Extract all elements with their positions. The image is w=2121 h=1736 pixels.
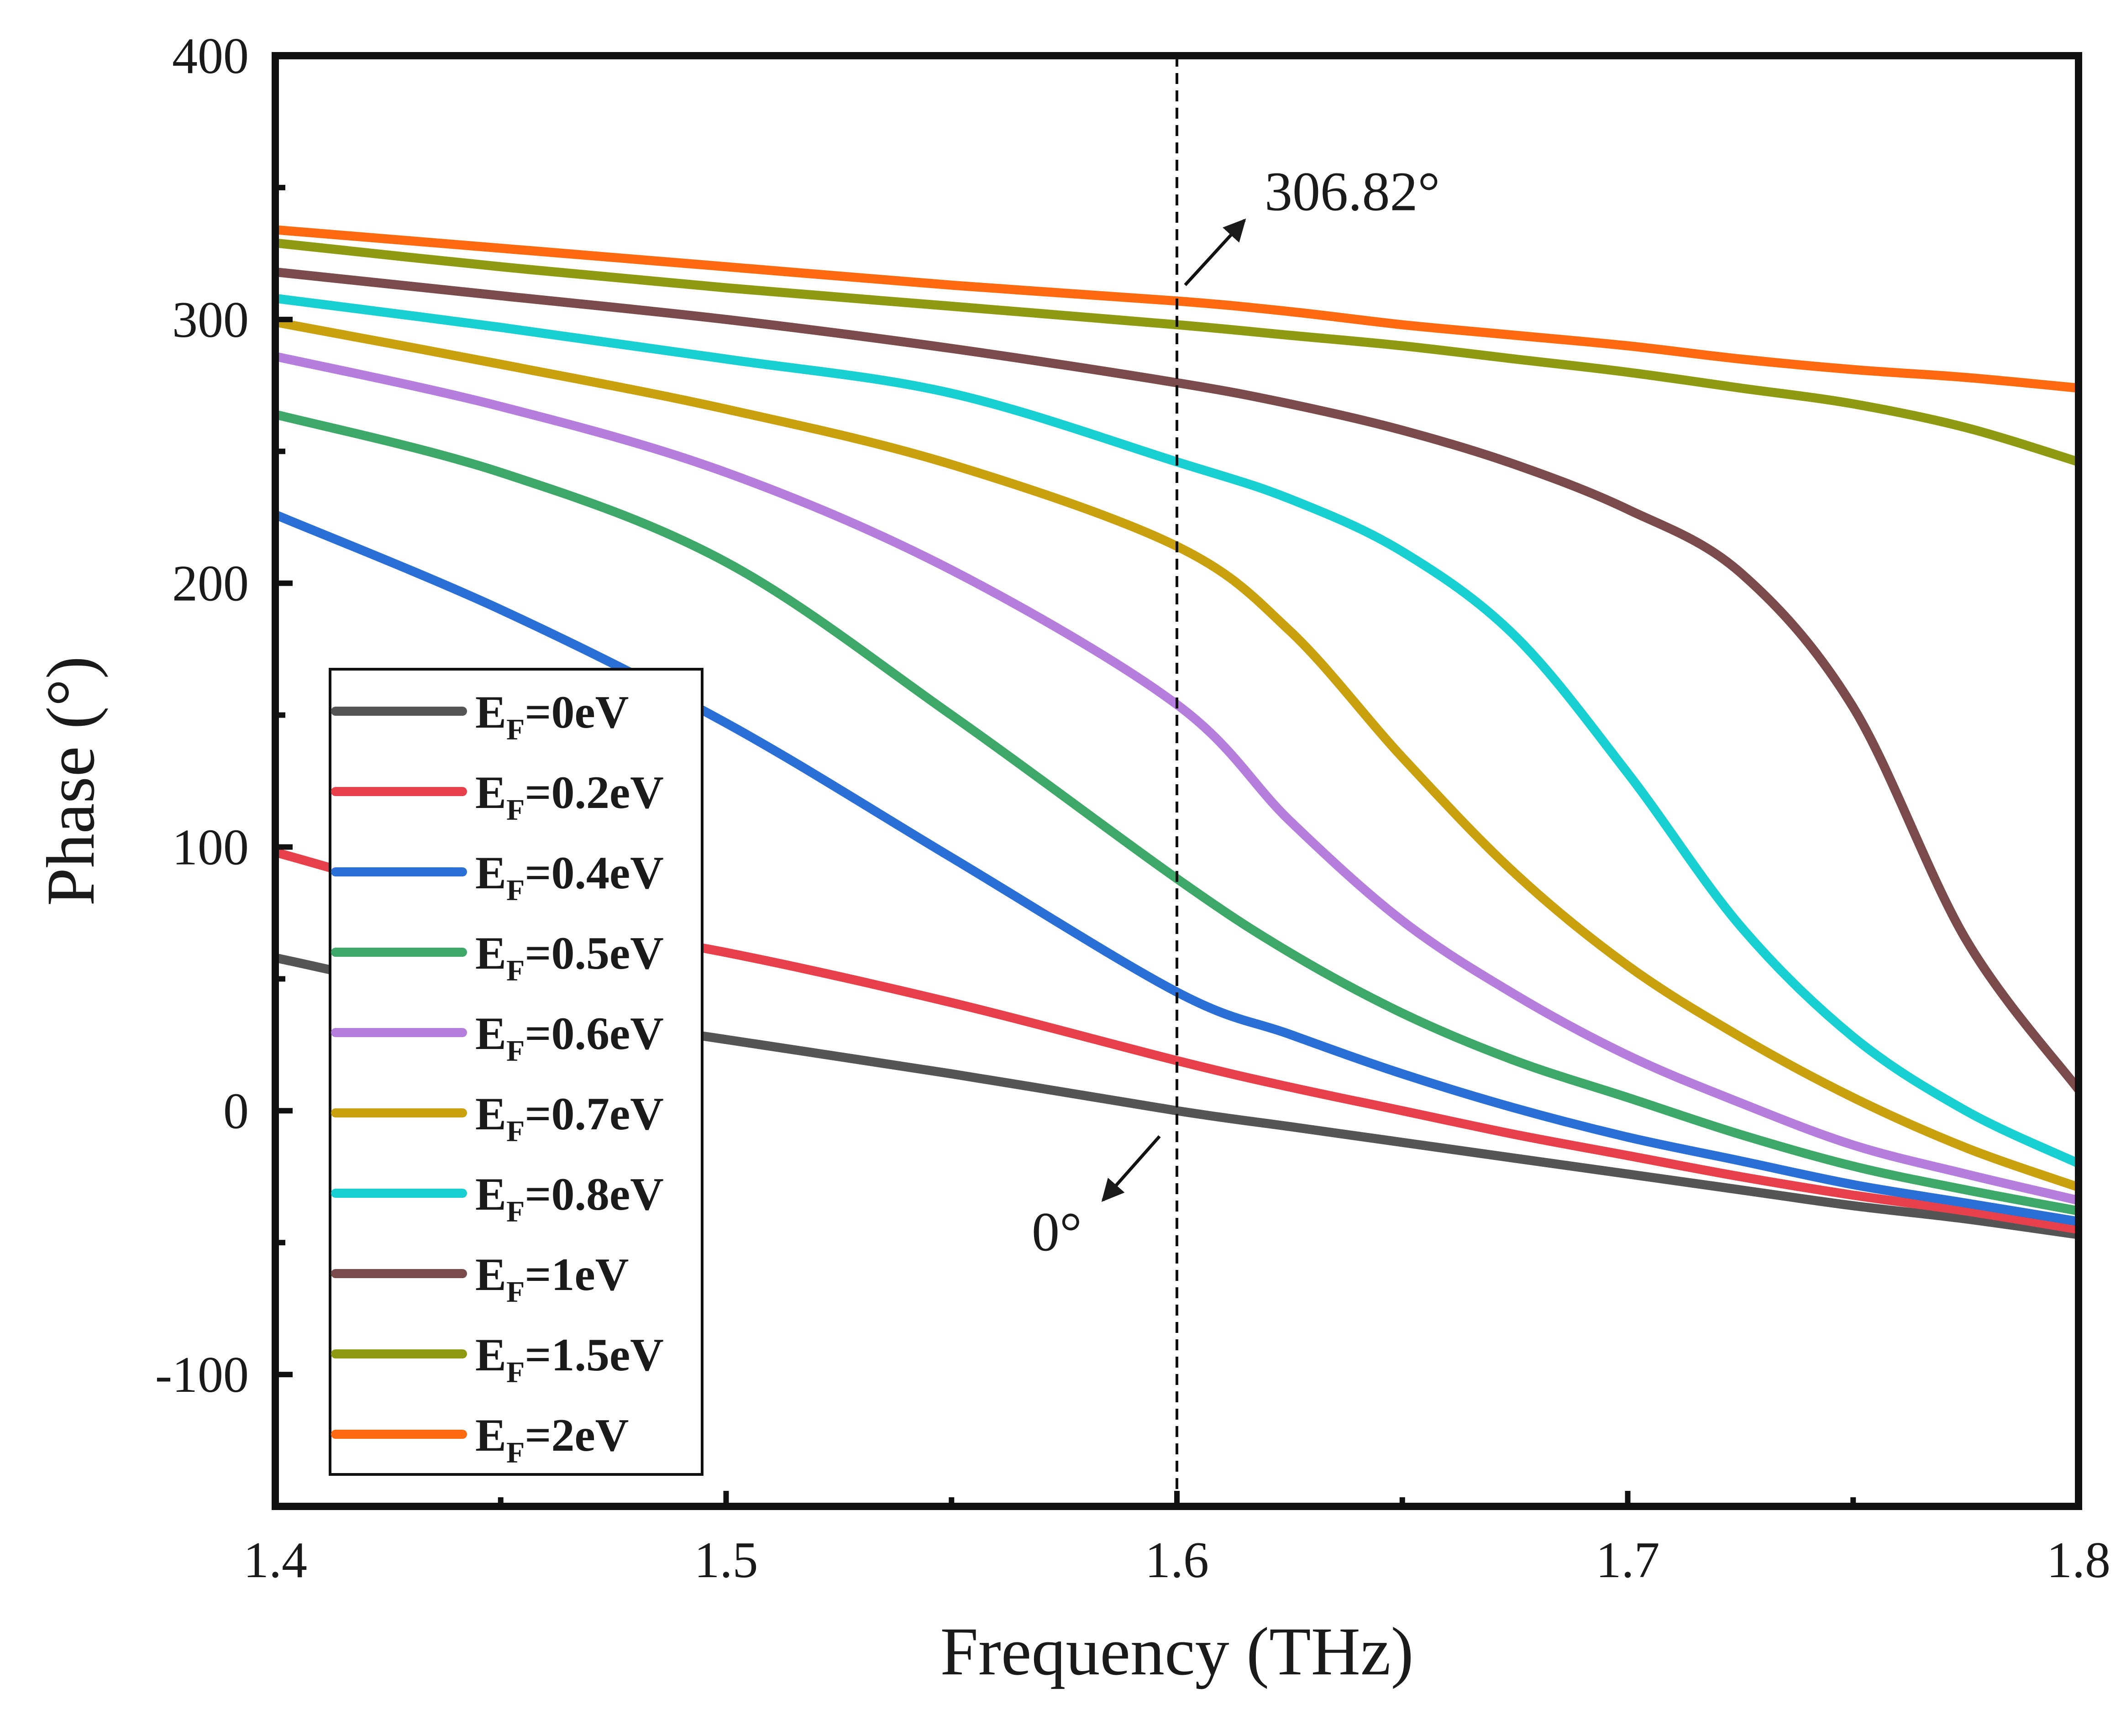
series-line-9 [275,225,2079,393]
annotation-label-0: 0° [1032,1201,1082,1263]
legend-label-9: EF=2eV [475,1410,629,1469]
x-tick-label: 1.5 [694,1532,758,1589]
y-tick-label: 200 [172,556,249,612]
annotation-label-306: 306.82° [1265,161,1440,222]
legend-label-8: EF=1.5eV [475,1329,664,1389]
y-tick-label: 0 [223,1083,249,1139]
legend-label-4: EF=0.6eV [475,1008,664,1068]
x-tick-label: 1.7 [1596,1532,1660,1589]
y-tick-label: 400 [172,28,249,84]
annotation-arrow-up [1184,218,1246,286]
legend-label-1: EF=0.2eV [475,767,664,827]
y-axis-title: Phase (°) [33,656,109,906]
x-tick-label: 1.6 [1145,1532,1209,1589]
y-tick-label: 300 [172,292,249,348]
x-tick-label: 1.8 [2047,1532,2110,1589]
annotation-arrow-down [1101,1135,1161,1202]
series-line-6 [275,294,2079,1168]
legend-label-6: EF=0.8eV [475,1169,664,1228]
legend-label-7: EF=1eV [475,1249,629,1309]
legend: EF=0eV EF=0.2eV EF=0.4eV EF=0.5eV EF=0.6eV EF… [329,668,704,1476]
series-line-5 [275,317,2079,1192]
series-line-4 [275,351,2079,1205]
x-axis-title: Frequency (THz) [940,1614,1413,1689]
legend-label-5: EF=0.7eV [475,1088,664,1148]
series-line-7 [275,267,2079,1094]
ticks-layer: 1.4 1.5 1.6 1.7 1.8 -100 0 100 200 300 400 [155,28,2110,1589]
y-tick-label: -100 [155,1347,249,1403]
series-line-8 [275,238,2079,467]
annotation-layer: 306.82° 0° [1032,161,1440,1263]
series-line-3 [275,409,2079,1216]
legend-label-0: EF=0eV [475,687,629,746]
legend-label-2: EF=0.4eV [475,847,664,907]
legend-label-3: EF=0.5eV [475,928,664,987]
y-tick-label: 100 [172,819,249,876]
legend-box [329,668,704,1476]
x-tick-label: 1.4 [243,1532,307,1589]
